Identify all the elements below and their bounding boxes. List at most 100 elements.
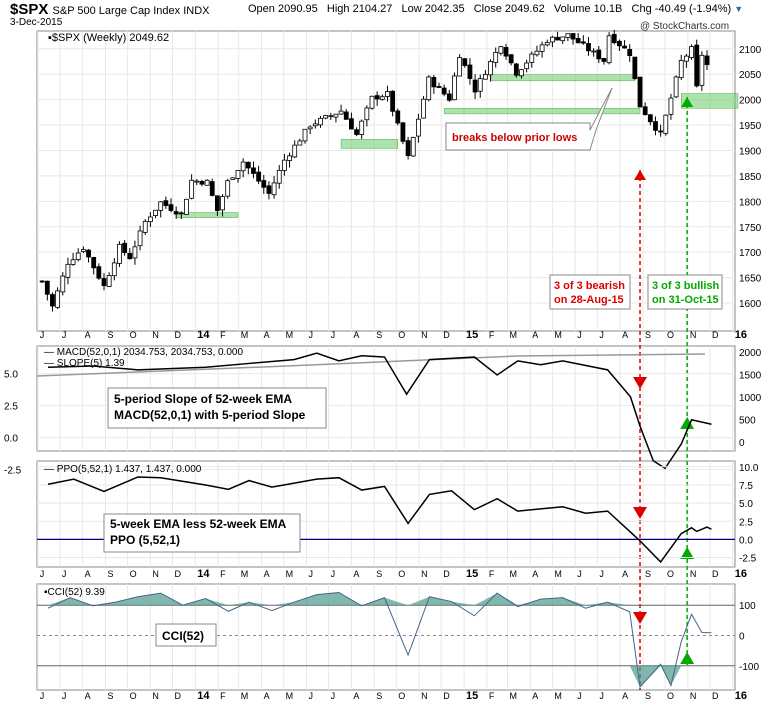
candle-up (663, 114, 669, 134)
x-tick-label: N (152, 691, 159, 701)
candle-up (421, 98, 426, 119)
candle-up (60, 275, 66, 293)
candle-up (457, 57, 463, 77)
x-tick-label: N (152, 330, 159, 340)
candle-down (704, 55, 710, 66)
callout-box (445, 87, 613, 151)
candle-down (101, 278, 107, 287)
cci-legend: ▪CCI(52) 9.39 (44, 587, 105, 598)
x-tick-label: D (712, 330, 719, 340)
candle-down (586, 43, 591, 52)
x-tick-label: O (667, 691, 674, 701)
candle-down (436, 86, 442, 88)
credit-text: @ StockCharts.com (640, 21, 730, 32)
x-tick-label: F (489, 330, 495, 340)
x-tick-label: J (331, 569, 336, 579)
candle-up (142, 220, 148, 233)
x-tick-label: M (554, 569, 562, 579)
x-tick-label: A (264, 569, 270, 579)
candle-up (524, 62, 530, 70)
cci-axis-tick: 100 (739, 601, 756, 612)
candle-up (333, 113, 339, 118)
x-tick-label: A (532, 691, 538, 701)
candle-up (539, 44, 545, 52)
dropdown-icon[interactable]: ▼ (734, 4, 744, 14)
macd-axis-tick: 1500 (739, 371, 762, 382)
x-tick-label: N (421, 691, 428, 701)
signal-label-text: on 31-Oct-15 (652, 294, 719, 306)
candle-down (390, 90, 396, 112)
candle-up (75, 252, 81, 261)
macd-annotation-text: MACD(52,0,1) with 5-period Slope (114, 408, 306, 422)
x-tick-label: J (577, 569, 582, 579)
open-value: 2090.95 (277, 3, 318, 15)
candle-up (220, 196, 225, 211)
x-tick-label: J (62, 569, 66, 579)
candle-up (328, 115, 334, 118)
candle-up (153, 209, 158, 216)
x-tick-label: 14 (197, 329, 210, 341)
signal-label-box (549, 274, 631, 310)
candle-down (168, 204, 174, 211)
x-tick-label: J (599, 569, 604, 579)
slope-axis-tick: 5.0 (4, 370, 18, 381)
candle-down (570, 33, 576, 40)
x-tick-label: J (40, 569, 45, 579)
candle-up (550, 36, 555, 43)
candle-up (281, 159, 287, 171)
x-tick-label: D (174, 330, 181, 340)
x-tick-label: O (398, 691, 405, 701)
x-tick-label: M (509, 691, 516, 701)
x-tick-label: O (130, 691, 137, 701)
high-label: High (326, 3, 350, 15)
x-tick-label: S (376, 569, 382, 579)
candle-down (446, 93, 452, 101)
candle-up (415, 118, 421, 137)
cci-line (47, 591, 712, 689)
x-tick-label: J (62, 330, 66, 340)
candle-up (534, 50, 540, 56)
price-axis-tick: 2000 (739, 96, 762, 107)
x-tick-label: A (264, 691, 270, 701)
support-zone (490, 74, 636, 82)
x-tick-label: M (509, 330, 516, 340)
macd-axis-tick: 0 (739, 438, 745, 449)
candle-up (519, 69, 524, 77)
cci-axis-tick: 0 (739, 631, 745, 642)
x-tick-label: S (645, 569, 651, 579)
candle-down (467, 64, 473, 79)
x-tick-label: A (85, 569, 91, 579)
candle-up (70, 259, 76, 265)
candle-up (235, 169, 241, 179)
volume-label: Volume (553, 3, 591, 15)
candle-down (86, 249, 91, 258)
candle-up (132, 246, 138, 259)
x-tick-label: 15 (466, 568, 478, 580)
signal-label-text: 3 of 3 bullish (652, 280, 720, 292)
x-tick-label: M (241, 330, 249, 340)
slope-legend: — SLOPE(5) 1.39 (44, 358, 125, 369)
x-tick-label: F (220, 569, 226, 579)
candle-up (297, 140, 303, 146)
x-tick-label: D (712, 569, 719, 579)
candle-up (544, 42, 550, 46)
cci-fill-below (48, 665, 712, 687)
chg-value: -40.49 (-1.94%) (654, 3, 732, 15)
x-tick-label: J (331, 330, 336, 340)
annotation-breaks-below: breaks below prior lows (445, 87, 613, 151)
price-axis-tick: 1600 (739, 299, 762, 310)
macd-axis-tick: 1000 (739, 393, 762, 404)
candle-down (405, 140, 411, 157)
x-tick-label: A (532, 569, 538, 579)
support-zone (340, 139, 399, 149)
candle-up (689, 46, 694, 59)
candle-up (318, 117, 323, 126)
x-tick-label: A (353, 691, 359, 701)
price-axis-tick: 1750 (739, 223, 762, 234)
x-tick-label: S (376, 691, 382, 701)
x-tick-label: M (241, 569, 249, 579)
macd-axis-tick: 500 (739, 416, 756, 427)
price-axis-tick: 1950 (739, 121, 762, 132)
slope-axis-tick: 2.5 (4, 402, 18, 413)
candle-down (508, 54, 514, 64)
